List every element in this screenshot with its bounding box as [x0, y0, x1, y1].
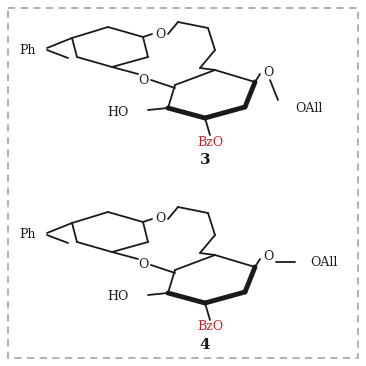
Text: BzO: BzO	[197, 321, 223, 333]
Text: 4: 4	[200, 338, 210, 352]
Text: O: O	[263, 250, 273, 264]
Text: O: O	[155, 27, 165, 41]
Text: HO: HO	[107, 105, 129, 119]
Text: Ph: Ph	[20, 228, 36, 242]
Text: OAll: OAll	[295, 101, 322, 115]
Text: O: O	[155, 213, 165, 225]
Text: Ph: Ph	[20, 44, 36, 56]
Text: O: O	[263, 66, 273, 78]
Text: BzO: BzO	[197, 135, 223, 149]
Text: 3: 3	[200, 153, 210, 167]
Text: OAll: OAll	[310, 255, 337, 269]
Text: O: O	[138, 74, 148, 86]
Text: HO: HO	[107, 291, 129, 303]
Text: O: O	[138, 258, 148, 272]
